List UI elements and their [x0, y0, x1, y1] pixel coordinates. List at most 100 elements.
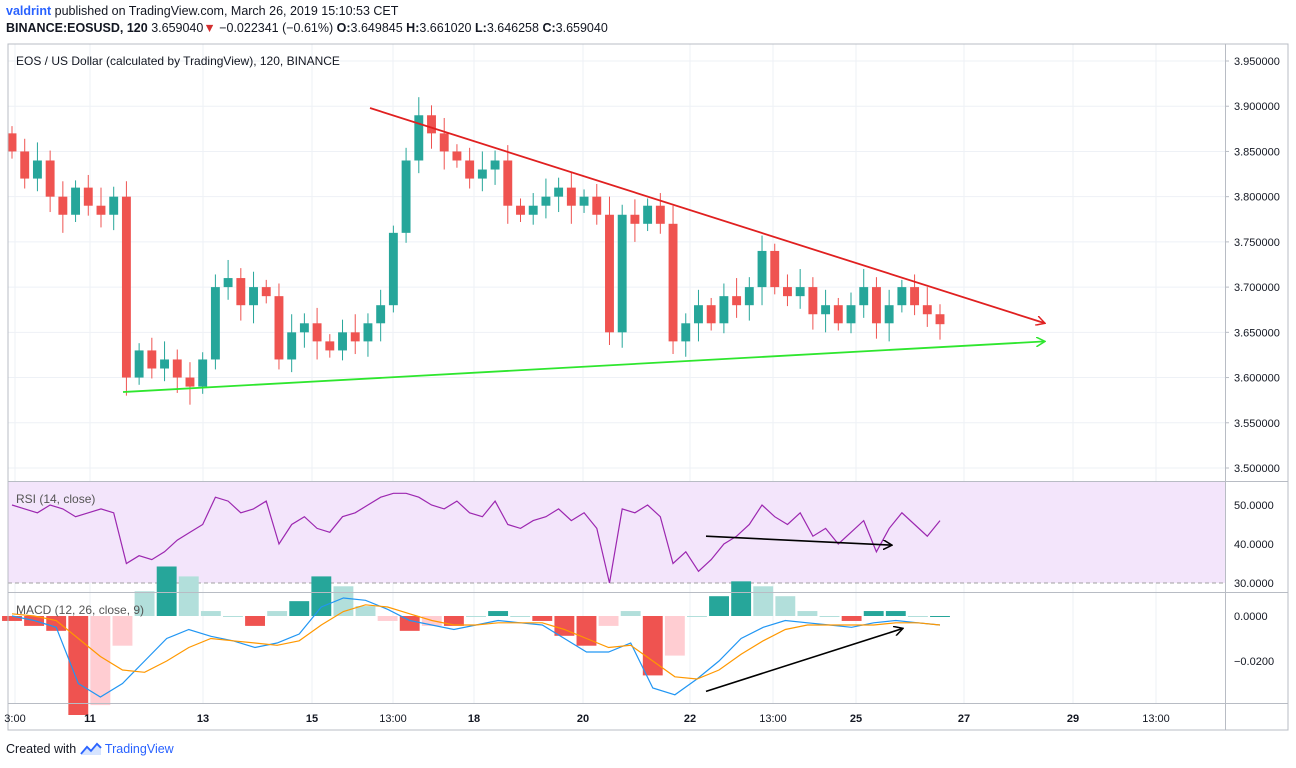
macd-hist-bar-5: [112, 616, 133, 646]
macd-hist-bar-30: [664, 616, 685, 656]
macd-hist-bar-22: [488, 611, 509, 616]
candle-body-58: [744, 287, 754, 306]
candle-body-47: [605, 214, 614, 333]
price-tick-label: 3.600000: [1234, 373, 1280, 385]
candle-body-24: [312, 323, 322, 342]
candle-body-69: [884, 305, 894, 324]
tradingview-brand[interactable]: TradingView: [104, 742, 174, 756]
macd-hist-bar-14: [311, 576, 332, 616]
candle-body-37: [477, 169, 487, 179]
close-value: 3.659040: [555, 21, 608, 35]
rsi-tick-label: 50.0000: [1234, 500, 1274, 512]
candle-body-44: [566, 187, 576, 206]
candle-body-13: [172, 359, 182, 378]
macd-hist-bar-35: [775, 596, 796, 616]
candle-body-32: [414, 115, 424, 161]
macd-hist-bar-42: [930, 616, 950, 617]
rsi-axis: 50.0000 40.0000 30.0000: [1234, 500, 1274, 590]
rsi-layer: [8, 492, 1225, 584]
candle-body-46: [592, 196, 602, 215]
rsi-label: RSI (14, close): [16, 492, 95, 506]
candle-body-56: [719, 296, 729, 324]
publish-info: valdrint published on TradingView.com, M…: [6, 4, 398, 18]
time-tick-label: 13:00: [1142, 713, 1170, 725]
candle-body-63: [808, 287, 818, 315]
candle-body-8: [109, 196, 119, 215]
candles: [7, 97, 945, 405]
time-tick-label: 15: [306, 713, 318, 725]
candle-body-39: [503, 160, 513, 206]
candle-body-5: [71, 187, 81, 215]
macd-hist-bar-29: [642, 616, 663, 676]
macd-hist-bar-38: [841, 616, 862, 621]
macd-hist-bar-8: [178, 576, 199, 616]
chart-title: EOS / US Dollar (calculated by TradingVi…: [16, 54, 340, 68]
time-tick-label: 18: [468, 713, 480, 725]
candle-body-41: [528, 205, 538, 215]
candle-body-50: [643, 205, 653, 224]
candle-body-1: [20, 151, 30, 179]
trendlines: [122, 107, 1045, 393]
candle-body-54: [694, 305, 703, 324]
candle-body-23: [299, 323, 309, 333]
candle-body-60: [770, 250, 780, 288]
candle-body-3: [45, 160, 55, 197]
macd-hist-bar-11: [245, 616, 265, 626]
ohlc-bar: BINANCE:EOSUSD, 120 3.659040▼ −0.022341 …: [6, 21, 608, 35]
macd-hist-bar-25: [554, 616, 575, 636]
candle-body-2: [32, 160, 42, 179]
candle-body-28: [363, 323, 373, 342]
macd-hist-bar-3: [68, 616, 89, 715]
candle-body-21: [274, 296, 284, 360]
macd-hist-bar-16: [355, 606, 376, 616]
macd-hist-bar-32: [709, 596, 729, 616]
price-tick-label: 3.550000: [1234, 418, 1280, 430]
close-label: C:: [542, 21, 556, 35]
published-text: published on TradingView.com, March 26, …: [54, 4, 399, 18]
rsi-line: [11, 492, 941, 584]
open-label: O:: [336, 21, 351, 35]
price-tick-label: 3.750000: [1234, 237, 1280, 249]
candle-body-14: [185, 377, 195, 387]
candle-body-4: [58, 196, 68, 215]
candle-body-0: [7, 133, 17, 152]
time-tick-label: 13:00: [759, 713, 787, 725]
rsi-band: [8, 482, 1225, 583]
candle-body-57: [732, 296, 742, 306]
price-tick-label: 3.700000: [1234, 282, 1280, 294]
macd-label: MACD (12, 26, close, 9): [16, 603, 144, 617]
macd-hist-bar-17: [377, 616, 398, 621]
time-tick-label: 13: [197, 713, 209, 725]
candle-body-65: [833, 305, 843, 324]
candle-body-42: [541, 196, 551, 206]
candle-body-45: [579, 196, 589, 206]
candle-body-64: [821, 305, 831, 315]
candle-body-30: [388, 232, 398, 306]
candle-body-18: [236, 278, 246, 306]
candle-body-27: [350, 332, 360, 342]
author-name[interactable]: valdrint: [6, 4, 52, 18]
symbol-label: BINANCE:EOSUSD, 120: [6, 21, 148, 35]
time-tick-label: 22: [684, 713, 696, 725]
candle-body-10: [134, 350, 144, 378]
candle-body-73: [935, 314, 945, 325]
trendline-support: [122, 341, 1045, 393]
candle-body-43: [554, 187, 564, 197]
macd-hist-bar-24: [532, 616, 553, 621]
time-tick-label: 29: [1067, 713, 1079, 725]
candle-body-71: [910, 287, 920, 306]
macd-hist-bar-27: [598, 616, 619, 626]
macd-axis: 0.0000 −0.0200: [1234, 611, 1274, 668]
candle-body-20: [261, 287, 271, 297]
macd-hist-bar-18: [399, 616, 420, 631]
candle-body-17: [223, 278, 233, 288]
pane-frames: [7, 43, 1289, 731]
candle-body-11: [147, 350, 157, 369]
time-tick-label: 25: [850, 713, 862, 725]
time-tick-label: 20: [577, 713, 589, 725]
candle-body-34: [439, 133, 449, 152]
macd-hist-bar-34: [753, 586, 774, 616]
trendline-resistance: [369, 107, 1045, 323]
candle-body-59: [757, 250, 767, 288]
